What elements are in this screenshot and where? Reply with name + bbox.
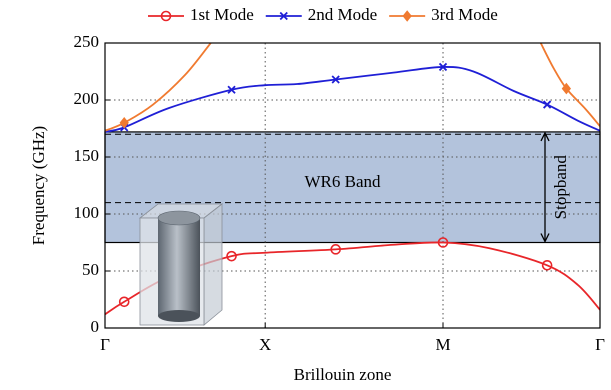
y-tick-label: 150 xyxy=(74,146,100,165)
x-tick-label: X xyxy=(259,335,271,354)
mode-curve xyxy=(105,43,600,131)
data-point xyxy=(331,245,340,254)
band-label: WR6 Band xyxy=(304,172,381,191)
data-point xyxy=(544,101,551,108)
data-point xyxy=(543,261,552,270)
stopband-label: Stopband xyxy=(551,155,570,220)
y-tick-label: 100 xyxy=(74,203,100,222)
data-point xyxy=(227,252,236,261)
chart: WR6 Band 0 50 100 150 200 250 Γ X M Γ Stopband 1st M… xyxy=(0,0,611,390)
x-tick-label: Γ xyxy=(595,335,605,354)
y-tick-label: 200 xyxy=(74,89,100,108)
legend-label: 1st Mode xyxy=(190,5,254,24)
data-point xyxy=(120,297,129,306)
unit-cell-inset xyxy=(140,204,222,325)
y-tick-label: 50 xyxy=(82,260,99,279)
legend-label: 2nd Mode xyxy=(308,5,377,24)
legend-marker xyxy=(403,11,411,21)
x-tick-label: Γ xyxy=(100,335,110,354)
x-tick-label: M xyxy=(435,335,450,354)
mode-curve xyxy=(105,67,600,132)
data-point xyxy=(439,238,448,247)
legend-label: 3rd Mode xyxy=(431,5,498,24)
legend-marker xyxy=(162,12,171,21)
y-axis-label: Frequency (GHz) xyxy=(29,126,48,245)
x-axis-label: Brillouin zone xyxy=(294,365,392,384)
y-tick-label: 250 xyxy=(74,32,100,51)
y-tick-label: 0 xyxy=(91,317,100,336)
